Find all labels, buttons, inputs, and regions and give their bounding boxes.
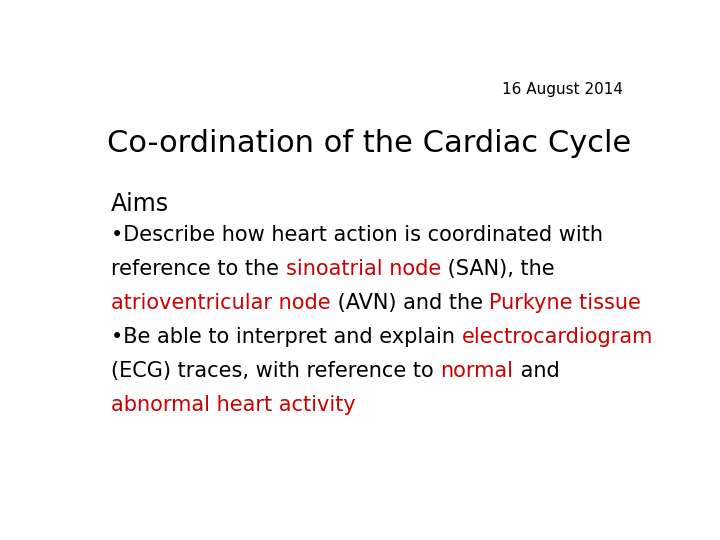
Text: (SAN), the: (SAN), the	[441, 259, 554, 279]
Text: reference to the: reference to the	[111, 259, 286, 279]
Text: •Be able to interpret and explain: •Be able to interpret and explain	[111, 327, 462, 347]
Text: and: and	[513, 361, 559, 381]
Text: sinoatrial node: sinoatrial node	[286, 259, 441, 279]
Text: (ECG) traces, with reference to: (ECG) traces, with reference to	[111, 361, 441, 381]
Text: Purkyne tissue: Purkyne tissue	[490, 293, 642, 313]
Text: atrioventricular node: atrioventricular node	[111, 293, 330, 313]
Text: Co-ordination of the Cardiac Cycle: Co-ordination of the Cardiac Cycle	[107, 129, 631, 158]
Text: (AVN) and the: (AVN) and the	[330, 293, 490, 313]
Text: Aims: Aims	[111, 192, 169, 215]
Text: normal: normal	[441, 361, 513, 381]
Text: abnormal heart activity: abnormal heart activity	[111, 395, 356, 415]
Text: electrocardiogram: electrocardiogram	[462, 327, 653, 347]
Text: •Describe how heart action is coordinated with: •Describe how heart action is coordinate…	[111, 225, 603, 245]
Text: 16 August 2014: 16 August 2014	[502, 82, 623, 97]
